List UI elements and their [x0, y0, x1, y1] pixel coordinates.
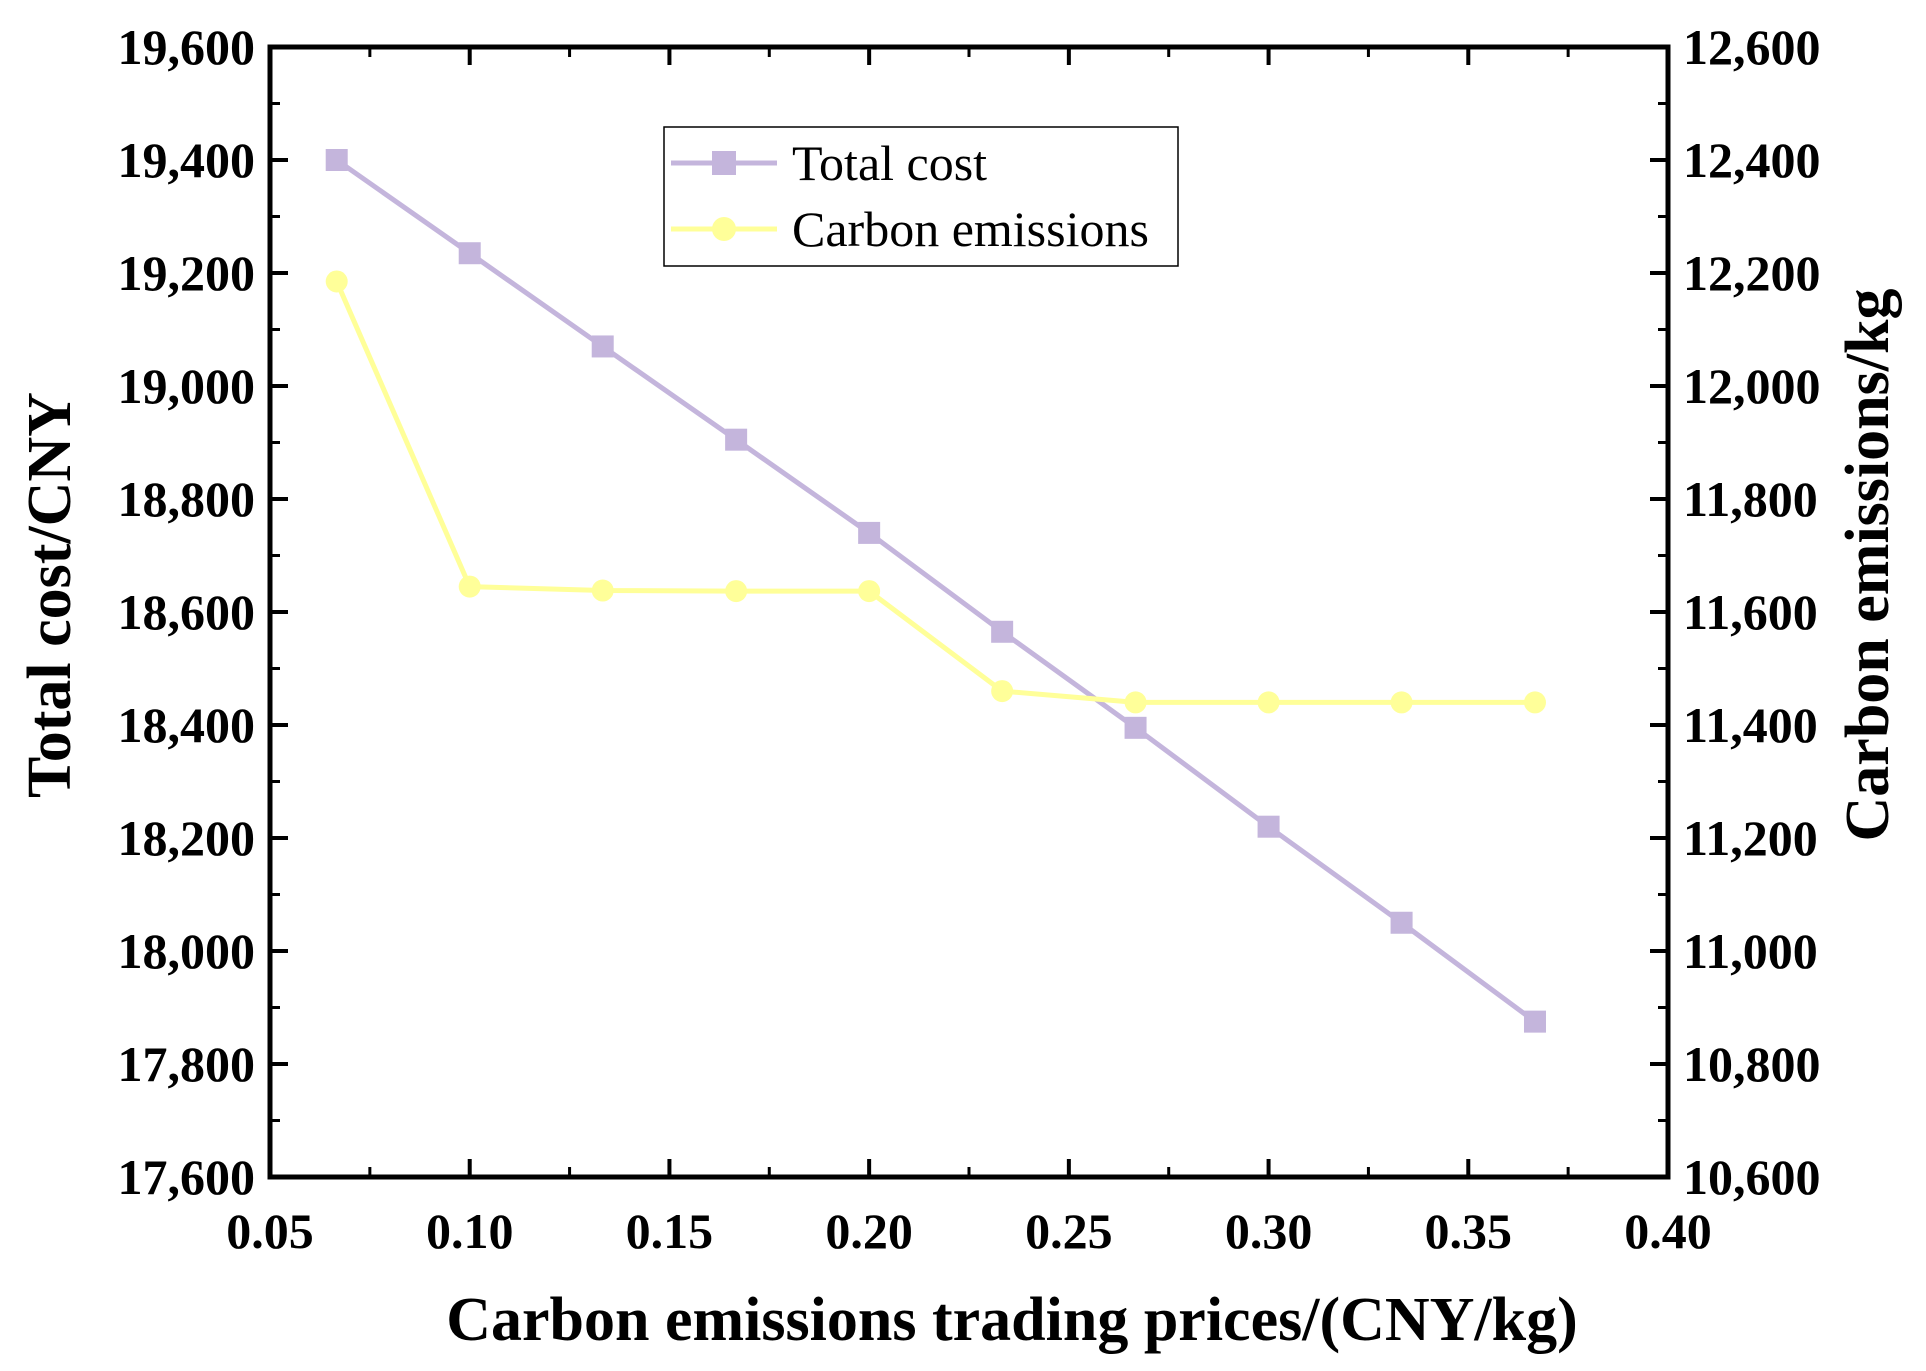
y-left-tick-label: 18,000 — [118, 923, 256, 979]
y-right-tick-label: 12,400 — [1683, 132, 1821, 188]
point-total-cost — [1390, 911, 1413, 934]
y-axis-left-title: Total cost/CNY — [16, 392, 84, 798]
x-tick-label: 0.15 — [626, 1203, 714, 1259]
y-right-tick-label: 10,800 — [1683, 1036, 1821, 1092]
point-total-cost — [725, 428, 748, 451]
legend-box — [663, 126, 1179, 267]
point-total-cost — [458, 242, 481, 265]
x-axis-title: Carbon emissions trading prices/(CNY/kg) — [446, 1286, 1578, 1354]
series-line-carbon-emissions — [334, 280, 1535, 705]
legend-label-carbon-emissions: Carbon emissions — [792, 201, 1149, 257]
y-right-tick-label: 11,000 — [1683, 923, 1818, 979]
y-axis-right-title: Carbon emissions/kg — [1834, 289, 1902, 842]
legend-marker-total-cost — [712, 151, 736, 175]
y-left-tick-label: 17,600 — [118, 1149, 256, 1205]
y-axis-left: 17,600 17,800 18,000 18,200 18,400 18,600 18,8… — [118, 19, 288, 1205]
legend: Total cost Carbon emissions — [663, 126, 1179, 267]
x-tick-label: 0.10 — [426, 1203, 514, 1259]
point-total-cost — [1124, 716, 1147, 739]
x-tick-label: 0.25 — [1025, 1203, 1113, 1259]
series-layer — [325, 149, 1546, 1033]
y-left-tick-label: 19,200 — [118, 245, 256, 301]
point-carbon-emissions — [858, 580, 881, 603]
y-left-tick-label: 18,400 — [118, 697, 256, 753]
y-right-tick-label: 10,600 — [1683, 1149, 1821, 1205]
y-left-tick-label: 17,800 — [118, 1036, 256, 1092]
point-total-cost — [591, 335, 614, 358]
legend-label-total-cost: Total cost — [792, 135, 987, 191]
point-total-cost — [858, 521, 881, 544]
point-total-cost — [1523, 1010, 1546, 1033]
y-right-tick-label: 12,600 — [1683, 19, 1821, 75]
y-left-tick-label: 19,000 — [118, 358, 256, 414]
point-carbon-emissions — [1523, 691, 1546, 714]
x-tick-label: 0.20 — [825, 1203, 913, 1259]
point-total-cost — [1257, 815, 1280, 838]
series-line-total-cost — [335, 157, 1537, 1024]
y-left-tick-label: 18,800 — [118, 471, 256, 527]
y-left-tick-label: 19,400 — [118, 132, 256, 188]
y-left-tick-label: 18,200 — [118, 810, 256, 866]
x-axis: 0.05 0.10 0.15 0.20 0.25 0.30 0.35 0.40 — [226, 47, 1712, 1259]
x-tick-label: 0.30 — [1225, 1203, 1313, 1259]
x-tick-label: 0.05 — [226, 1203, 314, 1259]
point-carbon-emissions — [1124, 691, 1147, 714]
point-carbon-emissions — [458, 575, 481, 598]
point-carbon-emissions — [1390, 691, 1413, 714]
point-total-cost — [991, 620, 1014, 643]
legend-marker-carbon-emissions — [712, 217, 736, 241]
point-carbon-emissions — [325, 270, 348, 293]
x-tick-label: 0.40 — [1624, 1203, 1712, 1259]
point-carbon-emissions — [725, 580, 748, 603]
point-carbon-emissions — [1257, 691, 1280, 714]
y-right-tick-label: 11,200 — [1683, 810, 1818, 866]
x-tick-label: 0.35 — [1425, 1203, 1513, 1259]
y-right-tick-label: 11,600 — [1683, 584, 1818, 640]
y-right-tick-label: 11,400 — [1683, 697, 1818, 753]
point-carbon-emissions — [591, 579, 614, 602]
y-left-tick-label: 19,600 — [118, 19, 256, 75]
point-total-cost — [325, 149, 348, 171]
y-left-tick-label: 18,600 — [118, 584, 256, 640]
y-axis-right: 10,600 10,800 11,000 11,200 11,400 11,600 11,8… — [1650, 19, 1821, 1205]
y-right-tick-label: 12,000 — [1683, 358, 1821, 414]
point-carbon-emissions — [991, 680, 1014, 703]
y-right-tick-label: 11,800 — [1683, 471, 1818, 527]
y-right-tick-label: 12,200 — [1683, 245, 1821, 301]
